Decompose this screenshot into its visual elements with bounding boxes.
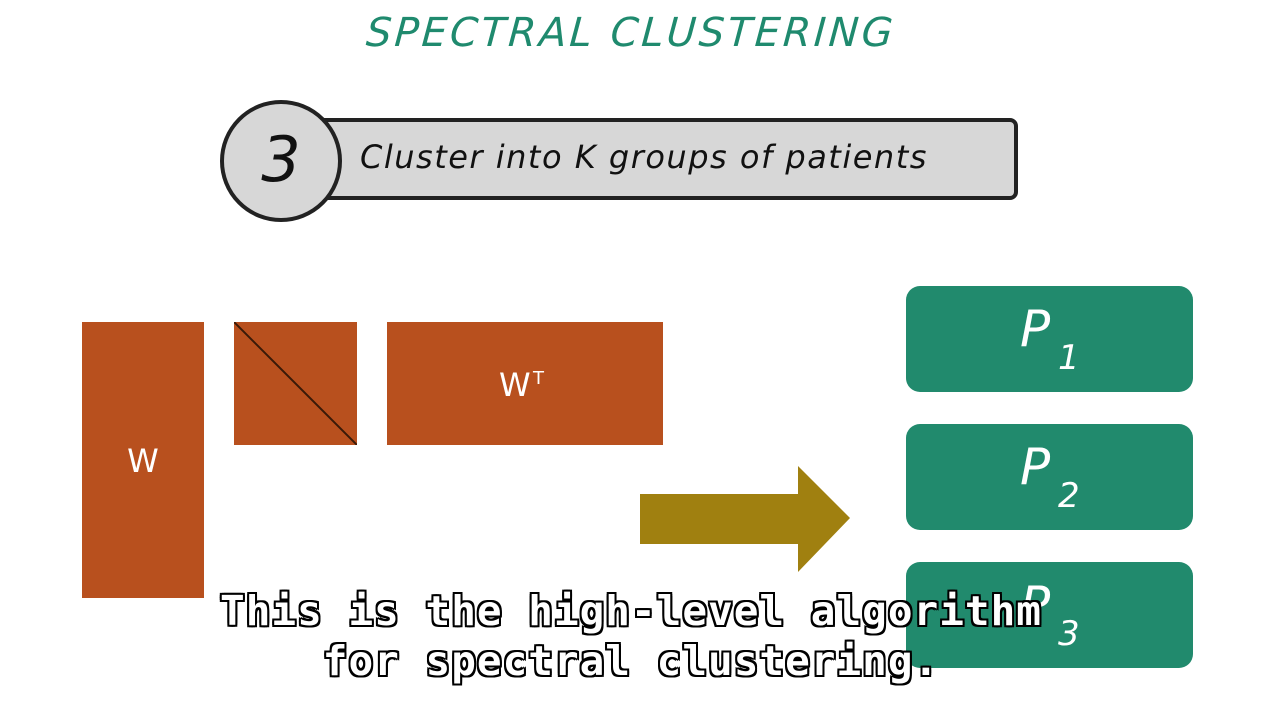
matrix-w: W bbox=[82, 322, 204, 598]
cluster-letter: P bbox=[1020, 438, 1051, 496]
step-text: Cluster into K groups of patients bbox=[360, 138, 928, 176]
caption-line-1: This is the high-level algorithm bbox=[220, 587, 1042, 635]
subtitle-caption: This is the high-level algorithm for spe… bbox=[0, 586, 1262, 686]
cluster-subscript: 2 bbox=[1058, 476, 1080, 516]
matrix-w-label: W bbox=[127, 442, 159, 480]
right-arrow-icon bbox=[640, 466, 850, 572]
matrix-wt-label: W bbox=[499, 366, 531, 404]
cluster-letter: P bbox=[1020, 576, 1051, 634]
step-number-badge: 3 bbox=[220, 100, 342, 222]
cluster-letter: P bbox=[1020, 300, 1051, 358]
cluster-p2: P 2 bbox=[906, 424, 1193, 530]
step-banner: Cluster into K groups of patients bbox=[312, 118, 1018, 200]
slide-title: SPECTRAL CLUSTERING bbox=[364, 10, 898, 56]
diagonal-line bbox=[234, 322, 357, 445]
cluster-subscript: 1 bbox=[1058, 338, 1080, 378]
step-number: 3 bbox=[261, 123, 301, 196]
cluster-p1: P 1 bbox=[906, 286, 1193, 392]
diagonal-matrix bbox=[234, 322, 357, 445]
matrix-w-transpose: W T bbox=[387, 322, 663, 445]
cluster-subscript: 3 bbox=[1058, 614, 1080, 654]
cluster-p3: P 3 bbox=[906, 562, 1193, 668]
matrix-wt-superscript: T bbox=[533, 368, 544, 389]
caption-line-2: for spectral clustering. bbox=[322, 637, 940, 685]
